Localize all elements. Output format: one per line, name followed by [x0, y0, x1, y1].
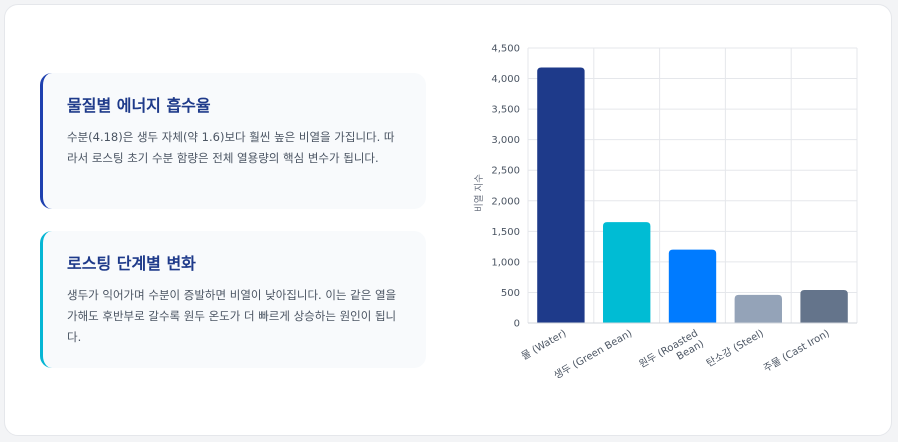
- bar-1: [603, 222, 651, 323]
- y-tick-label: 2,000: [491, 196, 520, 207]
- x-tick-label-group: 탄소강 (Steel): [704, 327, 765, 369]
- y-tick-label: 3,500: [491, 105, 520, 116]
- x-tick-label-group: 주물 (Cast Iron): [761, 327, 831, 374]
- y-tick-label: 1,500: [491, 227, 520, 238]
- x-tick-label: 물 (Water): [519, 327, 568, 362]
- y-tick-label: 500: [501, 288, 520, 299]
- x-tick-label-group: 물 (Water): [519, 327, 568, 362]
- y-tick-label: 3,000: [491, 135, 520, 146]
- info-card-roasting-stages: 로스팅 단계별 변화 생두가 익어가며 수분이 증발하면 비열이 낮아집니다. …: [40, 231, 426, 368]
- y-tick-label: 0: [514, 319, 520, 330]
- card-body: 생두가 익어가며 수분이 증발하면 비열이 낮아집니다. 이는 같은 열을 가해…: [67, 288, 397, 344]
- y-axis-title: 비열 지수: [474, 174, 485, 212]
- x-tick-label: 탄소강 (Steel): [704, 327, 765, 369]
- bar-3: [734, 294, 782, 323]
- y-tick-label: 4,500: [491, 44, 520, 55]
- bar-0: [537, 67, 585, 323]
- x-tick-label: 주물 (Cast Iron): [761, 327, 831, 374]
- card-body: 수분(4.18)은 생두 자체(약 1.6)보다 훨씬 높은 비열을 가집니다.…: [67, 130, 395, 165]
- bar-4: [800, 290, 848, 323]
- card-title: 물질별 에너지 흡수율: [67, 96, 211, 115]
- card-title: 로스팅 단계별 변화: [67, 254, 196, 273]
- info-card-energy-absorption: 물질별 에너지 흡수율 수분(4.18)은 생두 자체(약 1.6)보다 훨씬 …: [40, 73, 426, 209]
- bars: [537, 67, 848, 323]
- bar-2: [668, 249, 717, 323]
- y-tick-label: 4,000: [491, 74, 520, 85]
- y-tick-label: 1,000: [491, 257, 520, 268]
- y-tick-label: 2,500: [491, 166, 520, 177]
- specific-heat-bar-chart: 0 500 1,000 1,500 2,000 2,500 3,000 3,500 4,000 4…: [474, 44, 858, 382]
